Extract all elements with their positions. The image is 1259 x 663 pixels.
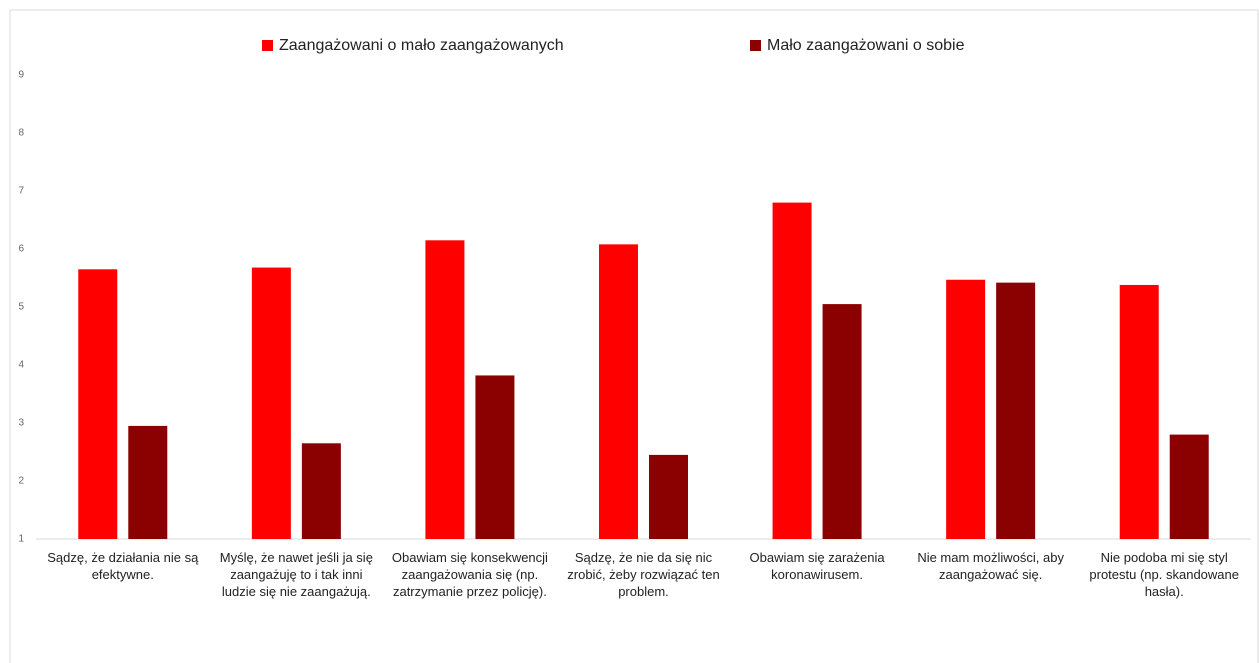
bar — [128, 425, 168, 539]
bar — [599, 244, 638, 540]
bar — [301, 443, 341, 539]
y-tick-label: 2 — [18, 476, 24, 487]
legend-label: Mało zaangażowani o sobie — [767, 37, 965, 54]
bar — [1119, 284, 1159, 539]
x-tick-label: Nie podoba mi się styl protestu (np. ska… — [1089, 550, 1239, 599]
y-tick-label: 8 — [18, 128, 24, 139]
x-tick-label: Obawiam się zarażenia koronawirusem. — [749, 550, 885, 582]
y-tick-label: 7 — [18, 186, 24, 197]
y-tick-label: 4 — [18, 360, 24, 371]
bar — [475, 375, 515, 539]
x-tick-label: Obawiam się konsekwencji zaangażowania s… — [391, 550, 548, 599]
x-tick-label: Nie mam możliwości, aby zaangażować się. — [917, 550, 1064, 582]
x-tick-label: Sądzę, że działania nie są efektywne. — [47, 550, 199, 582]
y-tick-label: 3 — [18, 418, 24, 429]
y-tick-label: 6 — [18, 244, 24, 255]
bar — [425, 240, 465, 540]
bar — [772, 202, 812, 539]
bar — [1169, 434, 1209, 539]
bar — [649, 454, 688, 539]
legend-label: Zaangażowani o mało zaangażowanych — [279, 37, 564, 54]
legend-swatch — [262, 40, 273, 51]
bar — [251, 267, 291, 539]
y-tick-label: 5 — [18, 302, 24, 313]
bar — [996, 282, 1036, 539]
chart-border — [9, 9, 1259, 663]
y-tick-label: 9 — [18, 70, 24, 81]
bar — [946, 279, 986, 539]
legend-swatch — [750, 40, 761, 51]
y-tick-label: 1 — [18, 534, 24, 545]
x-tick-label: Sądzę, że nie da się nic zrobić, żeby ro… — [567, 550, 720, 599]
bar — [822, 304, 862, 539]
bar — [78, 269, 118, 539]
x-tick-label: Myślę, że nawet jeśli ja się zaangażuję … — [219, 550, 373, 599]
